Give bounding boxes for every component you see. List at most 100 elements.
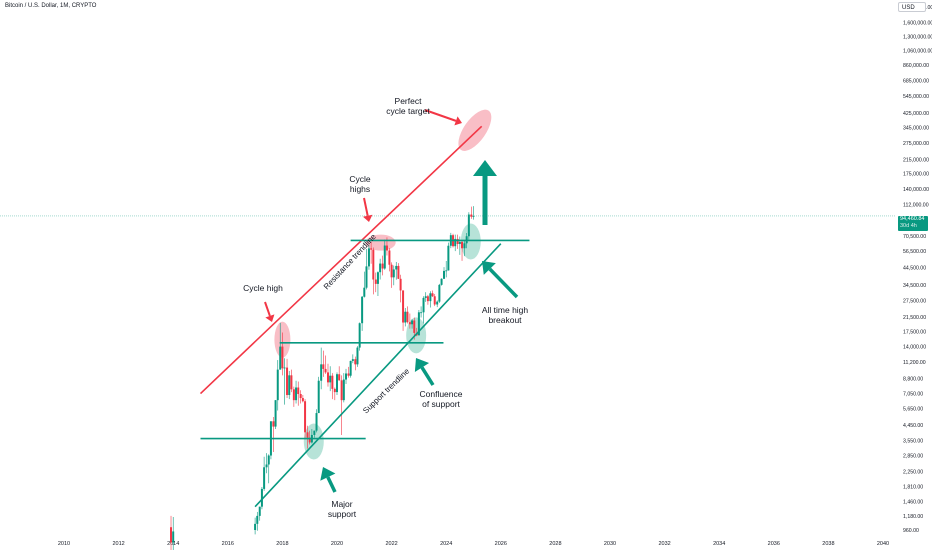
y-tick-label: 112,000.00 — [903, 202, 929, 208]
candle-body — [256, 515, 259, 524]
candle-body — [274, 400, 277, 427]
candle — [472, 206, 475, 220]
candle — [445, 260, 448, 278]
cycle-highs-label: Cycle — [349, 174, 371, 184]
candle-body — [399, 278, 402, 291]
candle — [351, 354, 354, 364]
candle-body — [431, 293, 434, 297]
candle-body — [374, 279, 377, 284]
candle — [388, 248, 391, 272]
candle-body — [440, 278, 443, 285]
candle — [331, 373, 334, 400]
candle-body — [445, 270, 448, 272]
candle — [356, 346, 359, 367]
arrow-head — [265, 314, 275, 322]
x-tick-label: 2028 — [549, 541, 561, 547]
candle — [269, 421, 272, 460]
candle — [397, 263, 400, 279]
confluence-label: of support — [422, 399, 460, 409]
candle — [440, 278, 443, 286]
y-tick-label: 1,180.00 — [903, 514, 923, 520]
candle — [399, 274, 402, 303]
y-tick-label: 4,450.00 — [903, 423, 923, 429]
candle — [317, 376, 320, 414]
candle-body — [340, 380, 343, 401]
candle-body — [461, 241, 464, 249]
candle-body — [351, 359, 354, 361]
price-axis[interactable]: 2,000,000.001,600,000.001,300,000.001,06… — [903, 5, 932, 534]
time-axis[interactable]: 2010 2012 2014 2016 2018 2020 2022 2024 2026 2028… — [58, 541, 889, 547]
candle — [260, 486, 263, 510]
candle — [281, 332, 284, 376]
support-line — [254, 243, 502, 508]
candle-body — [301, 398, 304, 402]
y-tick-label: 275,000.00 — [903, 141, 929, 147]
candle — [361, 296, 364, 331]
candle-body — [254, 523, 257, 530]
candle-body — [379, 263, 382, 273]
candle-body — [170, 527, 173, 543]
x-tick-label: 2018 — [276, 541, 288, 547]
currency-button[interactable]: USD — [898, 2, 926, 12]
candle — [433, 293, 436, 307]
candle-body — [392, 269, 395, 278]
x-tick-label: 2012 — [112, 541, 124, 547]
arrow-head — [414, 358, 430, 372]
candle — [329, 366, 332, 392]
candle — [288, 370, 291, 400]
candle-body — [426, 296, 429, 302]
candle — [463, 239, 466, 257]
candle — [349, 360, 352, 378]
candle — [461, 240, 464, 261]
confluence-arrow — [414, 358, 435, 386]
candle — [426, 294, 429, 305]
candle-body — [288, 375, 291, 396]
candle-body — [290, 375, 293, 390]
candle — [347, 366, 350, 378]
candle-body — [385, 245, 388, 251]
y-tick-label: 140,000.00 — [903, 187, 929, 193]
y-tick-label: 2,250.00 — [903, 470, 923, 476]
candle — [429, 291, 432, 308]
x-tick-label: 2020 — [331, 541, 343, 547]
candle-body — [383, 245, 386, 269]
candle-body — [417, 312, 420, 336]
candle — [292, 386, 295, 407]
y-tick-label: 215,000.00 — [903, 158, 929, 164]
candle — [408, 313, 411, 329]
candle — [390, 262, 393, 288]
candle-body — [443, 270, 446, 279]
major-support-label: support — [328, 509, 357, 519]
y-tick-label: 1,060,000.00 — [903, 48, 932, 54]
candle — [324, 355, 327, 374]
candle-body — [372, 249, 375, 280]
candle-body — [320, 364, 323, 381]
candle — [376, 271, 379, 297]
candle — [354, 356, 357, 371]
candle-body — [458, 241, 461, 244]
y-tick-label: 17,500.00 — [903, 329, 926, 335]
candle — [297, 381, 300, 406]
arrow-shaft — [424, 109, 457, 122]
candle — [454, 234, 457, 252]
candle — [338, 366, 341, 381]
y-tick-label: 21,500.00 — [903, 315, 926, 321]
symbol-header: Bitcoin / U.S. Dollar, 1M, CRYPTO — [5, 3, 97, 9]
bar-countdown: 30d 4h — [900, 223, 917, 229]
candle — [333, 387, 336, 401]
last-price-badge: 94,460.84 30d 4h — [898, 216, 928, 231]
y-tick-label: 685,000.00 — [903, 78, 929, 84]
cycle-high-label: Cycle high — [243, 283, 283, 293]
cycle-highs-arrow — [362, 197, 373, 222]
candle-body — [436, 301, 439, 305]
candle — [424, 292, 427, 302]
candle-body — [283, 367, 286, 369]
y-tick-label: 345,000.00 — [903, 125, 929, 131]
trendlines[interactable] — [199, 125, 530, 508]
candle — [279, 322, 282, 370]
candle — [322, 350, 325, 377]
arrow-head — [454, 116, 462, 126]
candle — [336, 372, 338, 396]
candle-body — [317, 380, 320, 414]
